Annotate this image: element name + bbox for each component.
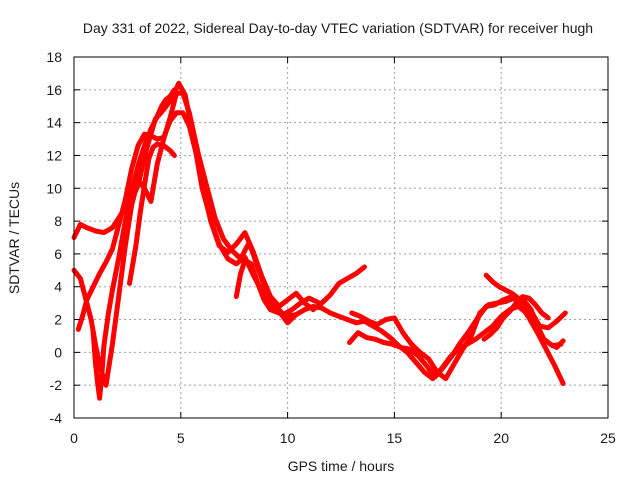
y-tick-label: 14: [46, 115, 62, 131]
y-tick-label: 2: [54, 312, 62, 328]
y-tick-label: 6: [54, 246, 62, 262]
chart-title: Day 331 of 2022, Sidereal Day-to-day VTE…: [83, 20, 593, 36]
series-line-7: [347, 294, 566, 386]
series-line-2: [71, 90, 323, 388]
y-axis-label: SDTVAR / TECUs: [6, 182, 22, 294]
x-tick-label: 5: [177, 430, 185, 446]
x-tick-label: 20: [493, 430, 509, 446]
y-tick-label: 12: [46, 147, 62, 163]
series-line-4: [90, 87, 177, 401]
axis-ticks: 0 5 10 15 20 25 -4 -2 0 2 4 6 8 10 12 14 16 18: [46, 49, 616, 446]
grid: [74, 57, 608, 418]
y-tick-label: 0: [54, 344, 62, 360]
y-tick-label: -4: [50, 410, 63, 426]
series-line-9: [483, 272, 566, 350]
x-axis-label: GPS time / hours: [288, 458, 395, 474]
series-line-10: [481, 294, 551, 342]
x-tick-label: 25: [600, 430, 616, 446]
y-tick-label: 16: [46, 82, 62, 98]
y-tick-label: 8: [54, 213, 62, 229]
y-tick-label: 18: [46, 49, 62, 65]
x-tick-label: 0: [70, 430, 78, 446]
x-tick-label: 10: [280, 430, 296, 446]
series-layer: [71, 80, 568, 401]
plot-frame: [73, 56, 609, 419]
y-tick-label: 10: [46, 180, 62, 196]
y-tick-label: -2: [50, 377, 63, 393]
x-tick-label: 15: [387, 430, 403, 446]
series-line-5: [127, 141, 177, 286]
y-tick-label: 4: [54, 279, 62, 295]
